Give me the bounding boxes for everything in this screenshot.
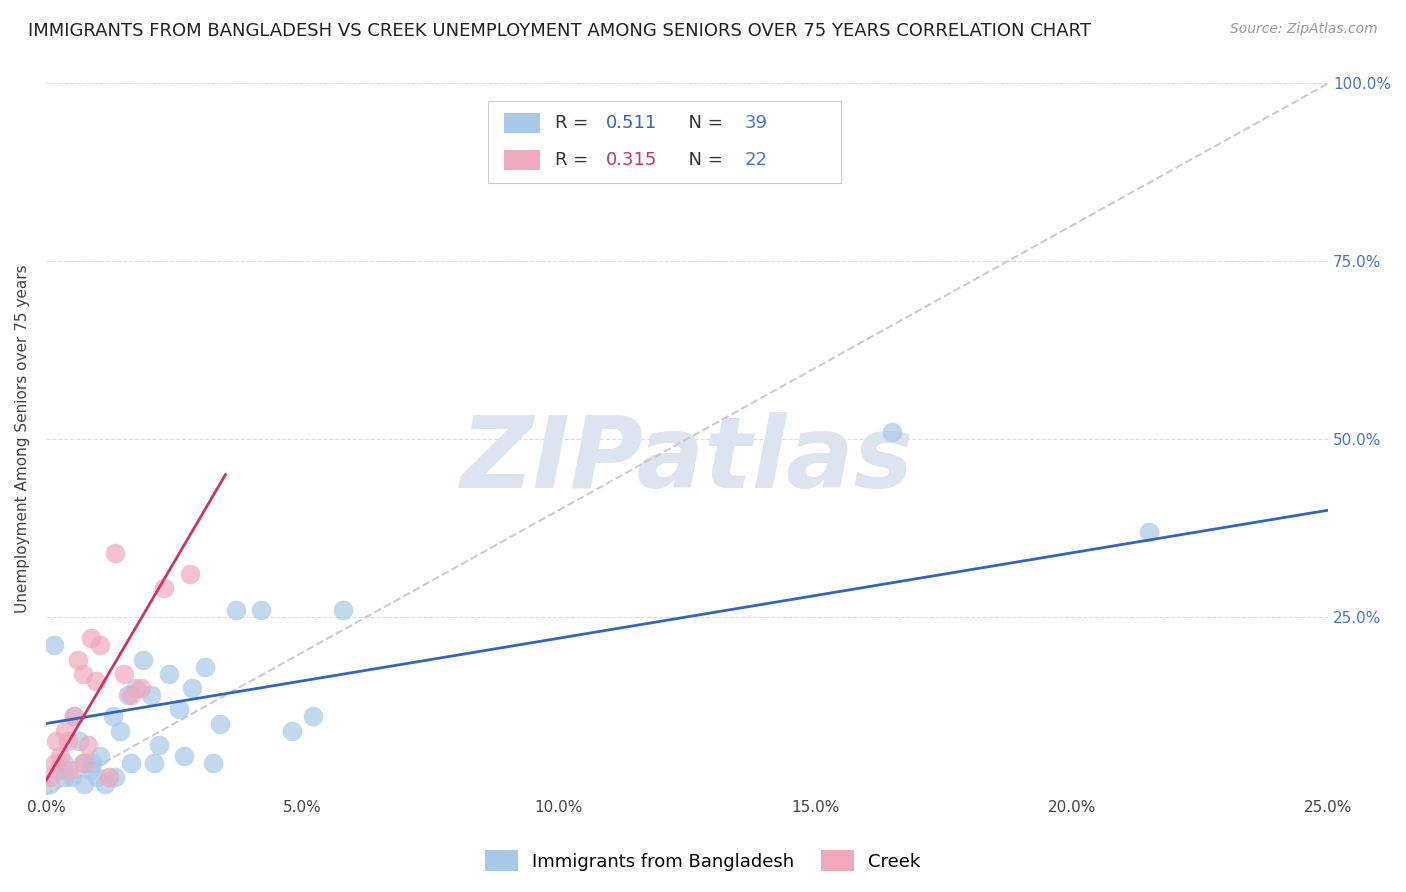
Point [179, 567, 201, 582]
Text: 0.511: 0.511 [606, 113, 658, 131]
Point [89, 638, 111, 652]
Point [67, 734, 90, 748]
Point [117, 688, 139, 702]
FancyBboxPatch shape [503, 112, 540, 133]
Point [301, 709, 323, 723]
Point [52, 756, 75, 770]
Point [250, 603, 273, 617]
Legend: Immigrants from Bangladesh, Creek: Immigrants from Bangladesh, Creek [478, 843, 928, 879]
Point [79, 763, 101, 777]
Point [1137, 524, 1160, 539]
Point [201, 756, 224, 770]
Point [142, 756, 165, 770]
Point [63, 709, 86, 723]
Point [72, 756, 94, 770]
Point [132, 652, 155, 666]
Point [169, 702, 191, 716]
Point [84, 673, 107, 688]
Point [49, 748, 72, 763]
Point [281, 723, 304, 738]
Point [63, 709, 86, 723]
FancyBboxPatch shape [503, 150, 540, 169]
Text: 22: 22 [745, 151, 768, 169]
Point [80, 631, 103, 645]
Point [39, 777, 62, 791]
Point [173, 748, 195, 763]
Point [45, 734, 67, 748]
Point [55, 723, 77, 738]
Text: R =: R = [555, 151, 593, 169]
Point [139, 688, 162, 702]
Point [129, 681, 152, 695]
FancyBboxPatch shape [488, 101, 841, 183]
Text: N =: N = [676, 113, 728, 131]
Point [86, 770, 108, 784]
Point [39, 770, 62, 784]
Point [153, 582, 176, 596]
Point [120, 688, 142, 702]
Point [94, 777, 117, 791]
Point [56, 734, 79, 748]
Text: IMMIGRANTS FROM BANGLADESH VS CREEK UNEMPLOYMENT AMONG SENIORS OVER 75 YEARS COR: IMMIGRANTS FROM BANGLADESH VS CREEK UNEM… [28, 22, 1091, 40]
Point [157, 666, 180, 681]
Point [58, 763, 80, 777]
Point [101, 709, 124, 723]
Text: 39: 39 [745, 113, 768, 131]
Point [110, 723, 132, 738]
Point [225, 603, 247, 617]
Point [882, 425, 904, 439]
Point [97, 770, 120, 784]
Text: Source: ZipAtlas.com: Source: ZipAtlas.com [1230, 22, 1378, 37]
Point [55, 770, 77, 784]
Point [112, 666, 135, 681]
Text: ZIPatlas: ZIPatlas [461, 412, 914, 509]
Point [209, 716, 232, 731]
Point [104, 546, 127, 560]
Point [120, 756, 142, 770]
Point [77, 738, 100, 752]
Point [104, 770, 127, 784]
Point [82, 756, 104, 770]
Point [194, 659, 217, 673]
Point [89, 748, 111, 763]
Point [48, 763, 70, 777]
Point [42, 638, 65, 652]
Text: 0.315: 0.315 [606, 151, 658, 169]
Point [60, 770, 83, 784]
Point [66, 652, 89, 666]
Point [148, 738, 170, 752]
Point [72, 666, 94, 681]
Text: R =: R = [555, 113, 593, 131]
Y-axis label: Unemployment Among Seniors over 75 years: Unemployment Among Seniors over 75 years [15, 265, 30, 614]
Point [73, 777, 96, 791]
Point [332, 603, 354, 617]
Text: N =: N = [676, 151, 728, 169]
Point [73, 756, 96, 770]
Point [44, 756, 66, 770]
Point [125, 681, 148, 695]
Point [181, 681, 204, 695]
